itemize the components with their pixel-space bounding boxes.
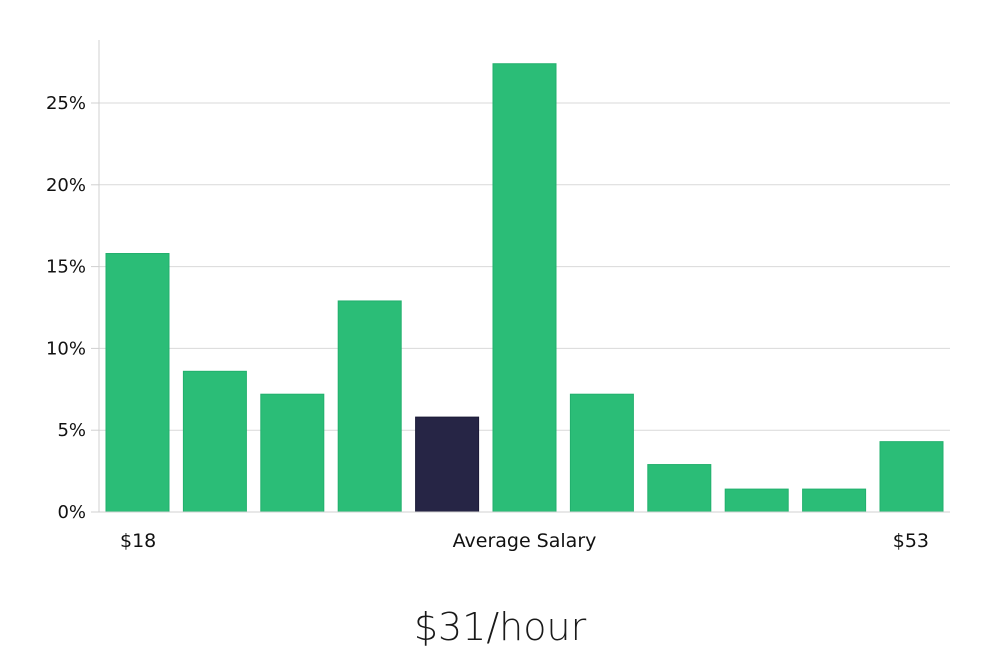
y-tick-label: 10% bbox=[46, 338, 86, 359]
x-label-average-salary: Average Salary bbox=[453, 530, 597, 552]
bar bbox=[879, 441, 944, 513]
bar bbox=[182, 370, 247, 513]
y-tick-label: 25% bbox=[46, 93, 86, 114]
bar-average-highlight bbox=[415, 416, 480, 513]
axes bbox=[91, 40, 950, 513]
bar bbox=[802, 488, 867, 513]
y-tick-label: 15% bbox=[46, 257, 86, 278]
bar bbox=[569, 393, 634, 513]
bars bbox=[105, 63, 944, 513]
bar bbox=[492, 63, 557, 513]
bar bbox=[105, 253, 170, 513]
bar bbox=[260, 393, 325, 513]
y-tick-label: 20% bbox=[46, 175, 86, 196]
x-label-min: $18 bbox=[120, 530, 156, 552]
y-tick-label: 5% bbox=[57, 420, 86, 441]
bar bbox=[647, 464, 712, 513]
salary-distribution-chart: 0% 5% 10% 15% 20% 25% $18 Average Salary $53 bbox=[46, 40, 950, 552]
average-salary-headline: $31/hour bbox=[413, 605, 587, 649]
chart-svg: 0% 5% 10% 15% 20% 25% $18 Average Salary $53 bbox=[46, 40, 950, 552]
bar bbox=[724, 488, 789, 513]
y-tick-label: 0% bbox=[57, 502, 86, 523]
x-label-max: $53 bbox=[893, 530, 929, 552]
bar bbox=[337, 300, 402, 513]
y-tick-labels: 0% 5% 10% 15% 20% 25% bbox=[46, 93, 86, 523]
